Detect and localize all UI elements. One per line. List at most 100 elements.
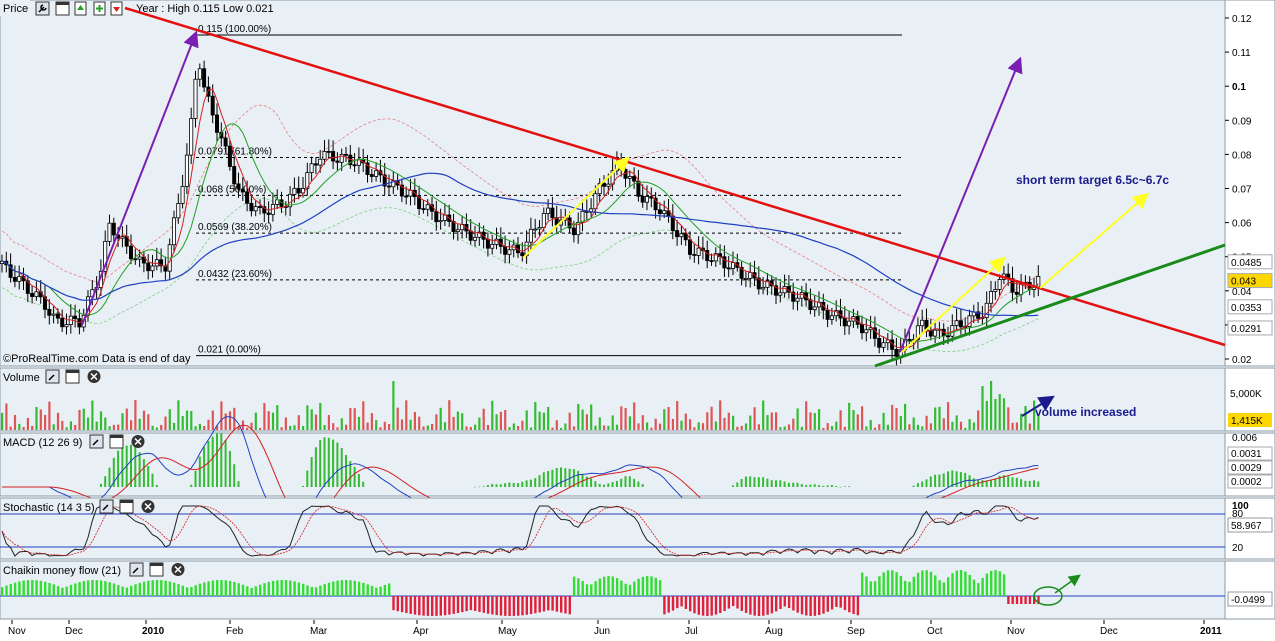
cmf-bar [637,578,640,596]
macd-histogram-bar [800,484,803,487]
candle-body [206,86,211,97]
cmf-bar [770,596,774,614]
candle-body [51,313,56,316]
cmf-bar [48,582,51,596]
cmf-bar [125,587,129,596]
price-panel-title: Price [3,3,28,15]
macd-histogram-bar [327,437,330,487]
stochastic-panel: Stochastic (14 3 5) 100 80 58.967 20 [0,497,1275,560]
volume-bar [228,411,232,430]
macd-histogram-bar [353,466,356,487]
cmf-bar [852,596,855,615]
fib-label: 0.0569 (38.20%) [198,222,272,233]
volume-bar [112,424,115,430]
cmf-bar [826,596,829,612]
volume-bar [1024,406,1027,430]
macd-histogram-bar [757,477,760,487]
cmf-bar [869,581,872,596]
year-high-low: Year : High 0.115 Low 0.021 [136,3,274,15]
cmf-bar [392,596,395,611]
candle-body [417,196,422,210]
cmf-bar [654,577,657,596]
volume-bar [280,427,283,430]
candle-body [580,210,585,223]
macd-histogram-bar [319,440,322,487]
macd-histogram-bar [998,475,1001,487]
candle-body [468,230,473,241]
candle-body [1014,291,1019,295]
volume-bar [873,427,877,430]
macd-histogram-bar [314,447,317,487]
cmf-bar [551,596,554,611]
cmf-bar [581,580,584,596]
candle-body [425,204,430,210]
macd-histogram-bar [478,486,481,488]
cmf-bar [809,596,812,616]
cmf-bar [572,576,576,596]
volume-bar [852,409,855,430]
candle-body [709,260,714,262]
macd-histogram-bar [981,480,984,487]
cmf-bar [856,596,860,616]
cmf-bar [87,580,90,596]
cmf-bar [413,596,417,615]
cmf-bar [314,587,318,596]
cmf-bar [504,596,507,616]
cmf-bar [757,596,761,616]
volume-bar [947,402,950,430]
macd-histogram-bar [628,476,631,487]
volume-bar [39,409,42,430]
volume-bar [904,403,907,430]
volume-bar [44,414,47,430]
volume-bar [168,409,171,430]
cmf-bar [542,596,546,612]
volume-bar [508,427,511,430]
volume-bar [882,412,885,430]
macd-histogram-bar [1011,477,1014,487]
volume-bar [843,426,846,430]
volume-bar [431,423,434,430]
macd-histogram-bar [220,433,223,487]
cmf-bar [732,596,735,607]
candle-body [602,182,607,187]
candle-body [339,153,344,163]
volume-bar [1,412,4,430]
macd-last-box [1227,460,1273,475]
volume-bar [637,423,640,430]
candle-body [8,264,13,278]
fib-label: 0.021 (0.00%) [198,345,261,356]
cmf-bar [78,582,81,596]
cmf-bar [843,596,847,611]
x-tick-label: 2010 [142,626,165,637]
cmf-bar [345,580,348,596]
candle-body [382,174,387,187]
candle-body [399,184,404,197]
macd-histogram-bar [99,483,102,487]
macd-histogram-bar [620,478,623,487]
macd-histogram-bar [633,478,636,487]
volume-bar [478,417,481,430]
cmf-bar [667,596,670,613]
volume-bar [297,415,300,430]
cmf-bar [921,570,924,596]
cmf-bar [701,596,705,616]
cmf-bar [323,584,326,596]
cmf-bar [822,596,825,614]
cmf-bar [676,596,679,609]
cmf-bar [749,596,752,615]
candle-body [163,265,168,272]
volume-bar [448,400,451,430]
macd-histogram-bar [555,468,558,487]
candle-body [993,289,998,292]
cmf-bar [379,586,382,596]
cmf-bar [693,596,696,614]
volume-bar [293,425,296,430]
macd-histogram-bar [736,482,739,487]
macd-histogram-bar [551,469,554,487]
macd-histogram-bar [495,484,498,487]
stoch-last: 58.967 [1231,521,1262,532]
volume-bar [822,427,825,430]
candle-body [313,163,318,166]
candle-body [296,187,301,194]
volume-bar [538,411,541,430]
